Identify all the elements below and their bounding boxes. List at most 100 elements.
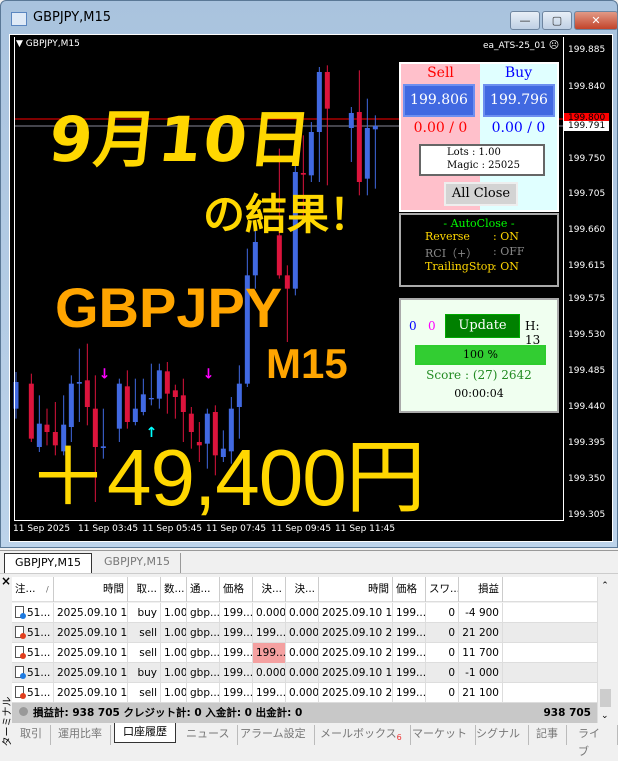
table-cell: 199.... xyxy=(393,623,426,643)
terminal-tab[interactable]: ライブ xyxy=(570,725,618,758)
chart-tab-2[interactable]: GBPJPY,M15 xyxy=(94,553,182,573)
tab-label: メールボックス xyxy=(320,727,397,740)
terminal-tab[interactable]: シグナル xyxy=(468,725,529,745)
price-tick: 199.750 xyxy=(568,154,606,164)
table-cell: 2025.09.10 18... xyxy=(319,663,393,683)
table-cell: 0.000 xyxy=(286,643,319,663)
column-header[interactable]: 時間 xyxy=(319,577,393,602)
column-header[interactable]: スワ... xyxy=(426,577,459,602)
table-cell: 2025.09.10 20... xyxy=(319,643,393,663)
cell-text: 11 700 xyxy=(462,647,499,659)
symbol-text: GBPJPY,M15 xyxy=(25,39,80,49)
vertical-scrollbar[interactable]: ⌃ ⌄ xyxy=(597,577,612,723)
cell-text: 2025.09.10 22... xyxy=(322,627,393,639)
terminal-tab[interactable]: 取引 xyxy=(12,725,51,745)
ask-price-marker: 199.791 xyxy=(564,121,610,131)
autoclose-value: : OFF xyxy=(493,245,525,258)
summary-text: 損益計: 938 705 クレジット計: 0 入金計: 0 出金計: 0 xyxy=(33,707,303,719)
terminal-tab[interactable]: 口座履歴 xyxy=(114,723,176,743)
column-header[interactable]: 注... / xyxy=(12,577,54,602)
table-cell: 51... xyxy=(12,603,54,623)
candle-body xyxy=(284,275,290,289)
terminal-tab[interactable]: 運用比率 xyxy=(50,725,111,745)
time-tick: 11 Sep 11:45 xyxy=(335,524,396,534)
candle-body xyxy=(236,383,242,407)
scroll-thumb[interactable] xyxy=(600,689,611,707)
maximize-button[interactable]: ▢ xyxy=(542,11,572,30)
terminal-close-button[interactable]: × xyxy=(1,574,12,588)
cell-text: gbp... xyxy=(190,607,220,619)
time-tick: 11 Sep 07:45 xyxy=(206,524,267,534)
table-cell: 2025.09.10 18... xyxy=(54,683,128,703)
price-chart[interactable]: ↓ ↓ ↑ ▼ GBPJPY,M15 ea_ATS-25_01 ☹ 199.885 1… xyxy=(9,34,613,542)
minimize-button[interactable]: — xyxy=(510,11,540,30)
cell-text: 199.... xyxy=(256,687,286,699)
cell-text: 21 200 xyxy=(462,627,499,639)
table-row[interactable]: 51...2025.09.10 15...sell1.00gbp...199..… xyxy=(12,643,597,663)
cell-text: gbp... xyxy=(190,627,220,639)
cell-text: 199.... xyxy=(396,687,426,699)
autoclose-row: RCI（+）: OFF xyxy=(401,245,557,260)
candle-body xyxy=(316,72,322,132)
autoclose-value: : ON xyxy=(493,230,519,243)
scroll-down-icon[interactable]: ⌄ xyxy=(601,711,609,721)
cell-text: 51... xyxy=(27,667,51,679)
h-value: H: 13 xyxy=(525,319,541,347)
terminal-tab[interactable]: マーケット xyxy=(404,725,476,745)
table-cell: -1 000 xyxy=(459,663,503,683)
buy-button[interactable]: 199.796 xyxy=(483,84,555,117)
column-header[interactable]: 決... xyxy=(286,577,319,602)
candle-body xyxy=(228,408,234,452)
table-cell: 199.... xyxy=(220,603,253,623)
cell-text: 51... xyxy=(27,627,51,639)
table-row[interactable]: 51...2025.09.10 14...buy1.00gbp...199...… xyxy=(12,603,597,623)
column-header[interactable]: 価格 xyxy=(220,577,253,602)
candle-body xyxy=(13,382,19,409)
candle-body xyxy=(132,408,138,422)
sell-button[interactable]: 199.806 xyxy=(403,84,475,117)
cell-text: 199.... xyxy=(223,607,253,619)
terminal-tab[interactable]: ニュース xyxy=(178,725,239,745)
cell-text: 2025.09.10 14... xyxy=(322,607,393,619)
close-button[interactable]: ✕ xyxy=(574,11,618,30)
column-header[interactable]: 決... xyxy=(253,577,286,602)
table-cell: 199.... xyxy=(253,683,286,703)
price-tick: 199.395 xyxy=(568,438,606,448)
column-header[interactable]: 通... xyxy=(187,577,220,602)
column-header[interactable]: 価格 xyxy=(393,577,426,602)
cell-text: 199.... xyxy=(223,647,253,659)
table-row[interactable]: 51...2025.09.10 16...buy1.00gbp...199...… xyxy=(12,663,597,683)
window-title: GBPJPY,M15 xyxy=(33,10,112,25)
overlay-result: の結果！ xyxy=(203,190,372,239)
table-cell: 21 200 xyxy=(459,623,503,643)
cell-text: 2025.09.10 15... xyxy=(57,647,128,659)
cell-text: 通... xyxy=(190,583,211,595)
score: Score : (27) 2642 xyxy=(426,368,532,382)
column-header[interactable]: 時間 xyxy=(54,577,128,602)
price-tick: 199.305 xyxy=(568,510,606,520)
table-cell: 2025.09.10 14... xyxy=(319,603,393,623)
buy-order-icon xyxy=(15,606,26,619)
terminal-tab[interactable]: 記事 xyxy=(528,725,567,745)
candle-body xyxy=(364,128,370,179)
cell-text: 取... xyxy=(136,583,157,595)
cell-text: 時間 xyxy=(368,583,389,595)
column-header[interactable]: 取... xyxy=(128,577,161,602)
cell-text: 数... xyxy=(164,583,185,595)
terminal-tab[interactable]: アラーム設定 xyxy=(232,725,315,745)
table-row[interactable]: 51...2025.09.10 14...sell1.00gbp...199..… xyxy=(12,623,597,643)
terminal-tab[interactable]: メールボックス6 xyxy=(312,725,411,745)
update-button[interactable]: Update xyxy=(445,314,520,338)
progress-text: 100 % xyxy=(463,348,498,361)
column-header[interactable]: 損益 xyxy=(459,577,503,602)
scroll-up-icon[interactable]: ⌃ xyxy=(601,581,609,591)
column-header[interactable]: 数... xyxy=(161,577,187,602)
tab-label: 取引 xyxy=(20,727,42,740)
table-cell: 0.000 xyxy=(286,663,319,683)
cell-text: -1 000 xyxy=(465,667,499,679)
chart-tab-1[interactable]: GBPJPY,M15 xyxy=(4,553,93,573)
all-close-button[interactable]: All Close xyxy=(444,182,518,206)
table-row[interactable]: 51...2025.09.10 18...sell1.00gbp...199..… xyxy=(12,683,597,703)
cell-text: 0 xyxy=(448,627,455,639)
buy-signal-arrow-icon: ↑ xyxy=(146,425,158,441)
